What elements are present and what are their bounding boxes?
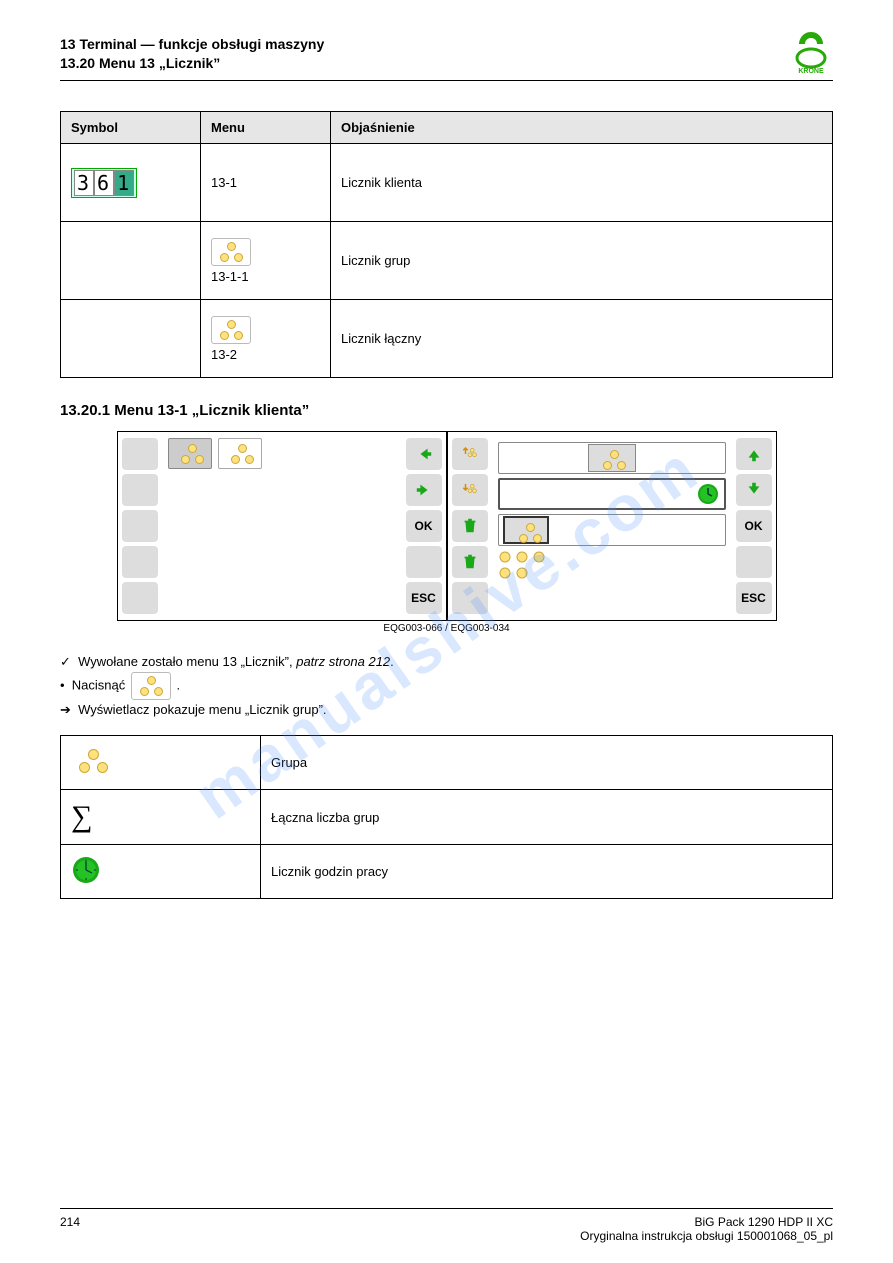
three-circles-icon (211, 316, 251, 344)
three-circles-icon (71, 746, 115, 776)
softkey-blank[interactable] (406, 546, 442, 578)
right-softkeys: OK ESC (732, 432, 776, 620)
chip-selected[interactable] (168, 438, 212, 469)
sigma-icon: ∑ (71, 800, 92, 833)
header-chapter: Terminal — funkcje obsługi maszyny (79, 36, 324, 52)
symbol-table: Symbol Menu Objaśnienie 361 13-1 Licznik… (60, 111, 833, 378)
th-symbol: Symbol (61, 112, 201, 144)
th-menu: Menu (201, 112, 331, 144)
footer-docref: Oryginalna instrukcja obsługi 150001068_… (580, 1229, 833, 1243)
table-row: Licznik godzin pracy (61, 845, 833, 899)
cell-menu: 13-1 (201, 144, 331, 222)
table-row: Grupa (61, 736, 833, 790)
three-circles-icon (211, 238, 251, 266)
group-stack (498, 550, 726, 580)
result-text: Wyświetlacz pokazuje menu „Licznik grup”… (78, 702, 326, 717)
odometer-icon: 361 (71, 168, 137, 198)
page-footer: 214 BiG Pack 1290 HDP II XC Oryginalna i… (60, 1208, 833, 1243)
table-row: 361 13-1 Licznik klienta (61, 144, 833, 222)
header-section-no: 13.20 (60, 55, 95, 71)
footer-model: BiG Pack 1290 HDP II XC (694, 1215, 833, 1229)
list-row[interactable] (498, 514, 726, 546)
softkey-blank[interactable] (122, 438, 158, 470)
legend-text: Licznik godzin pracy (261, 845, 833, 899)
list-row-selected[interactable] (498, 478, 726, 510)
arrow-up-key[interactable] (736, 438, 772, 470)
arrow-right-key[interactable] (406, 474, 442, 506)
table-row: 13-1-1 Licznik grup (61, 222, 833, 300)
screen-panel-a: OK ESC (118, 432, 446, 620)
image-reference: EQG003-066 / EQG003-034 (60, 623, 833, 634)
cell-desc: Licznik grup (331, 222, 833, 300)
softkey-blank[interactable] (122, 546, 158, 578)
sort-up-key[interactable] (452, 438, 488, 470)
press-label: Nacisnąć (72, 677, 125, 692)
table-row: ∑ Łączna liczba grup (61, 790, 833, 845)
krone-logo: KRONE (789, 30, 833, 74)
cell-desc: Licznik łączny (331, 300, 833, 378)
screen-panel-b: OK ESC (446, 432, 776, 620)
cell-menu: 13-1-1 (211, 269, 249, 284)
trash-key[interactable] (452, 510, 488, 542)
header-section-name: Menu 13 „Licznik” (99, 55, 220, 71)
softkey-blank[interactable] (122, 510, 158, 542)
icon-legend-table: Grupa ∑ Łączna liczba grup Licznik godzi… (60, 735, 833, 899)
softkey-blank[interactable] (122, 474, 158, 506)
legend-text: Grupa (261, 736, 833, 790)
instruction-para: ✓ Wywołane zostało menu 13 „Licznik”, pa… (60, 652, 833, 719)
right-softkeys: OK ESC (402, 432, 446, 620)
list-row[interactable] (498, 442, 726, 474)
clock-icon (696, 482, 720, 506)
subsection-title: 13.20.1 Menu 13-1 „Licznik klienta” (60, 402, 833, 419)
legend-text: Łączna liczba grup (261, 790, 833, 845)
clock-icon (71, 855, 101, 885)
arrow-left-key[interactable] (406, 438, 442, 470)
trash-key[interactable] (452, 546, 488, 578)
softkey-blank[interactable] (452, 582, 488, 614)
header-chapter-num: 13 Terminal — funkcje obsługi maszyny (60, 35, 324, 55)
cell-menu: 13-2 (211, 347, 237, 362)
terminal-screenshots: OK ESC (117, 431, 777, 621)
svg-text:KRONE: KRONE (798, 68, 824, 74)
softkey-blank[interactable] (736, 546, 772, 578)
ok-key[interactable]: OK (736, 510, 772, 542)
chip[interactable] (218, 438, 262, 469)
left-softkeys (448, 432, 492, 620)
left-softkeys (118, 432, 162, 620)
cell-desc: Licznik klienta (331, 144, 833, 222)
esc-key[interactable]: ESC (736, 582, 772, 614)
three-circles-icon (131, 672, 171, 700)
table-row: 13-2 Licznik łączny (61, 300, 833, 378)
sort-down-key[interactable] (452, 474, 488, 506)
arrow-down-key[interactable] (736, 474, 772, 506)
softkey-blank[interactable] (122, 582, 158, 614)
page-header: 13 Terminal — funkcje obsługi maszyny 13… (60, 30, 833, 81)
th-desc: Objaśnienie (331, 112, 833, 144)
ok-key[interactable]: OK (406, 510, 442, 542)
page-number: 214 (60, 1215, 80, 1243)
esc-key[interactable]: ESC (406, 582, 442, 614)
